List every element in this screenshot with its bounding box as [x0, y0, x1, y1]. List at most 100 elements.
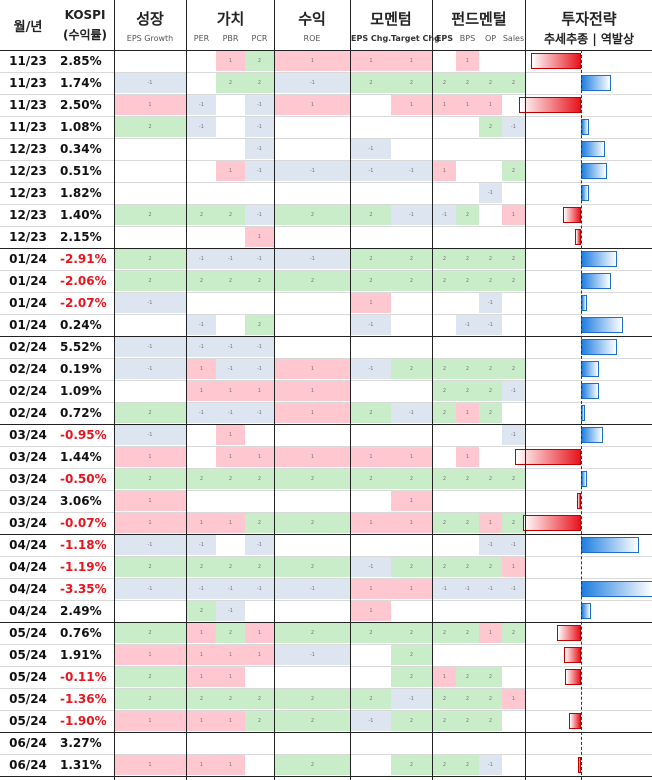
date-cell: 11/23: [9, 120, 47, 134]
op-signal-cell: 2: [479, 557, 502, 577]
roe-signal-cell: 1: [275, 51, 350, 71]
target-chg-signal-cell: [391, 381, 432, 401]
eps-chg-signal-cell: [351, 95, 391, 115]
target-chg-signal-cell: 2: [391, 623, 432, 643]
eps-chg-signal-cell: 1: [351, 513, 391, 533]
bps-signal-cell: 2: [456, 667, 479, 687]
eps-chg-signal-cell: -1: [351, 711, 391, 731]
per-signal-cell: [187, 161, 216, 181]
date-cell: 03/24: [9, 472, 47, 486]
table-row: 03/24 3.06% 1 1: [0, 490, 652, 513]
eps-chg-signal-cell: 2: [351, 689, 391, 709]
kospi-return-cell: -0.50%: [60, 472, 107, 486]
kospi-return-cell: 0.51%: [60, 164, 102, 178]
eps-growth-signal-cell: -1: [114, 359, 186, 379]
kospi-return-cell: -2.91%: [60, 252, 107, 266]
sales-signal-cell: [502, 645, 525, 665]
eps-chg-signal-cell: [351, 733, 391, 753]
per-signal-cell: [187, 733, 216, 753]
roe-signal-cell: 2: [275, 205, 350, 225]
bps-signal-cell: 2: [456, 381, 479, 401]
eps-signal-cell: 2: [433, 271, 456, 291]
pbr-signal-cell: -1: [216, 579, 245, 599]
strategy-bar: [581, 163, 608, 179]
eps-growth-signal-cell: [114, 183, 186, 203]
target-chg-signal-cell: [391, 227, 432, 247]
pbr-signal-cell: 1: [216, 667, 245, 687]
per-signal-cell: 1: [187, 645, 216, 665]
strategy-bar: [581, 537, 639, 553]
op-signal-cell: [479, 425, 502, 445]
bps-signal-cell: [456, 161, 479, 181]
eps-signal-cell: [433, 117, 456, 137]
target-chg-signal-cell: [391, 601, 432, 621]
growth-subheader: EPS Growth: [126, 34, 174, 43]
eps-growth-signal-cell: 1: [114, 513, 186, 533]
eps-signal-cell: [433, 425, 456, 445]
op-signal-cell: -1: [479, 755, 502, 775]
per-signal-cell: [187, 183, 216, 203]
eps-chg-signal-cell: -1: [351, 139, 391, 159]
pcr-signal-cell: 2: [245, 513, 274, 533]
pbr-signal-cell: 1: [216, 381, 245, 401]
target-chg-signal-cell: 1: [391, 579, 432, 599]
roe-signal-cell: 2: [275, 557, 350, 577]
kospi-return-cell: 1.91%: [60, 648, 102, 662]
table-row: 01/24 -2.91% 2 -1 -1 -1 -1 2 2 2 2 2 2: [0, 248, 652, 271]
pbr-subheader: PBR: [222, 34, 239, 43]
bps-signal-cell: 2: [456, 755, 479, 775]
roe-signal-cell: [275, 733, 350, 753]
pcr-signal-cell: -1: [245, 579, 274, 599]
bps-signal-cell: 2: [456, 711, 479, 731]
eps-growth-signal-cell: [114, 601, 186, 621]
eps-chg-signal-cell: [351, 227, 391, 247]
kospi-return-cell: 2.15%: [60, 230, 102, 244]
pcr-signal-cell: 1: [245, 381, 274, 401]
op-signal-cell: [479, 205, 502, 225]
roe-signal-cell: 1: [275, 95, 350, 115]
pcr-signal-cell: -1: [245, 249, 274, 269]
pcr-signal-cell: [245, 667, 274, 687]
sales-signal-cell: [502, 403, 525, 423]
per-signal-cell: 1: [187, 667, 216, 687]
pbr-signal-cell: 2: [216, 73, 245, 93]
date-cell: 03/24: [9, 494, 47, 508]
pcr-signal-cell: [245, 755, 274, 775]
table-row: 11/23 2.85% 1 2 1 1 1 1: [0, 50, 652, 73]
pbr-signal-cell: -1: [216, 403, 245, 423]
table-row: 05/24 -1.36% 2 2 2 2 2 2 -1 2 2 2 1: [0, 688, 652, 711]
bps-signal-cell: [456, 535, 479, 555]
strategy-bar: [575, 229, 581, 245]
pcr-signal-cell: 2: [245, 711, 274, 731]
sales-signal-cell: 2: [502, 469, 525, 489]
eps-growth-signal-cell: 2: [114, 469, 186, 489]
roe-signal-cell: 2: [275, 469, 350, 489]
target-chg-signal-cell: 2: [391, 755, 432, 775]
table-row: 03/24 -0.07% 1 1 1 2 2 1 1 2 2 1 2: [0, 512, 652, 535]
pbr-signal-cell: 2: [216, 557, 245, 577]
pcr-signal-cell: -1: [245, 117, 274, 137]
table-row: 12/23 1.40% 2 2 2 -1 2 2 -1 -1 2 1: [0, 204, 652, 227]
table-row: 04/24 -3.35% -1 -1 -1 -1 -1 1 1 -1 -1 -1 -1: [0, 578, 652, 601]
table-row: 06/24 3.27%: [0, 732, 652, 755]
pcr-signal-cell: 2: [245, 557, 274, 577]
date-cell: 05/24: [9, 626, 47, 640]
date-cell: 02/24: [9, 362, 47, 376]
target-chg-signal-cell: [391, 535, 432, 555]
eps-chg-signal-cell: [351, 535, 391, 555]
table-row: 02/24 5.52% -1 -1 -1 -1: [0, 336, 652, 359]
eps-chg-signal-cell: 2: [351, 403, 391, 423]
pbr-signal-cell: [216, 733, 245, 753]
table-row: 04/24 -1.19% 2 2 2 2 2 -1 2 2 2 2 1: [0, 556, 652, 579]
eps-growth-signal-cell: 2: [114, 623, 186, 643]
strategy-bar: [530, 53, 581, 69]
kospi-return-cell: -3.35%: [60, 582, 107, 596]
eps-growth-signal-cell: [114, 733, 186, 753]
op-signal-cell: -1: [479, 535, 502, 555]
per-signal-cell: 1: [187, 623, 216, 643]
eps-growth-signal-cell: 1: [114, 491, 186, 511]
roe-signal-cell: 1: [275, 381, 350, 401]
op-signal-cell: 2: [479, 271, 502, 291]
eps-chg-signal-cell: [351, 425, 391, 445]
pbr-signal-cell: [216, 227, 245, 247]
